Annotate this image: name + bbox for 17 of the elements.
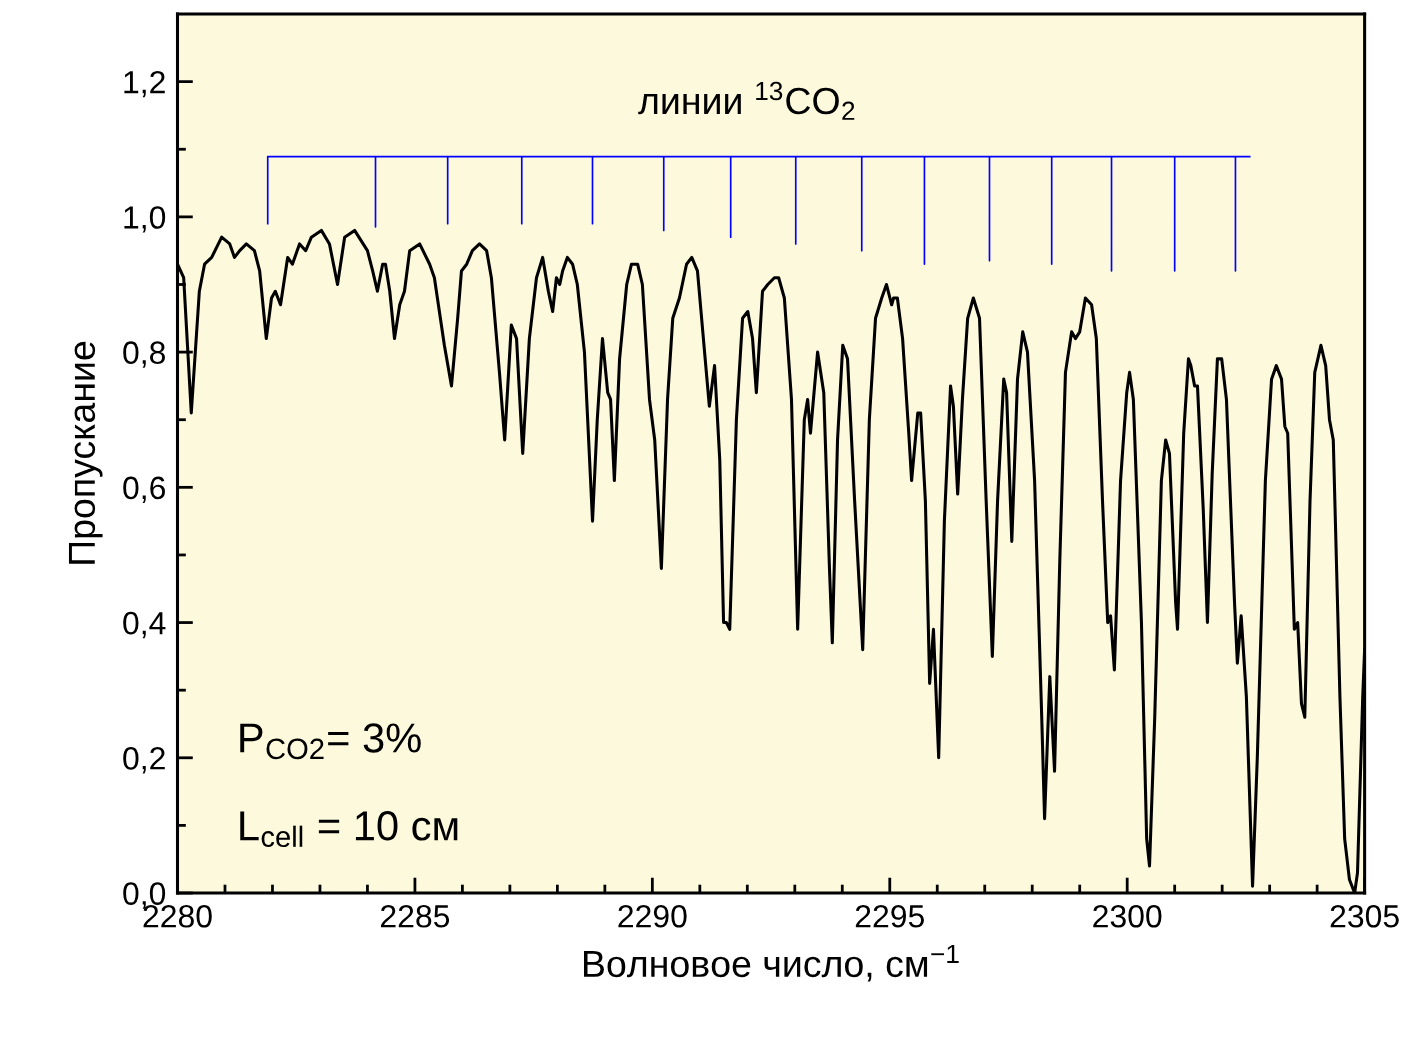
x-tick-label: 2300 xyxy=(1093,904,1162,928)
y-tick-label: 0,8 xyxy=(123,341,165,368)
x-tick-label: 2305 xyxy=(1330,904,1399,928)
x-tick-label: 2285 xyxy=(381,904,450,928)
x-tick-label: 2290 xyxy=(618,904,687,928)
y-tick-label: 1,2 xyxy=(124,70,165,98)
y-tick-label: 1,0 xyxy=(124,206,166,233)
y-tick-label: 0,6 xyxy=(123,476,165,503)
line-series xyxy=(266,155,1251,272)
annotation: линии $^{13}$CO$_{2}$ xyxy=(638,81,855,120)
x-tick-label: 2295 xyxy=(855,904,924,928)
annotation: L$_{cell}$ = 10 см xyxy=(240,811,458,848)
y-axis-title: Пропускание xyxy=(68,341,103,564)
y-tick-label: 0,4 xyxy=(123,611,166,639)
y-tick-label: 0,2 xyxy=(123,747,165,774)
x-axis-title: Волновое число, см$^{−1}$ xyxy=(584,944,959,982)
annotation: P$_{CO2}$= 3% xyxy=(240,723,421,760)
